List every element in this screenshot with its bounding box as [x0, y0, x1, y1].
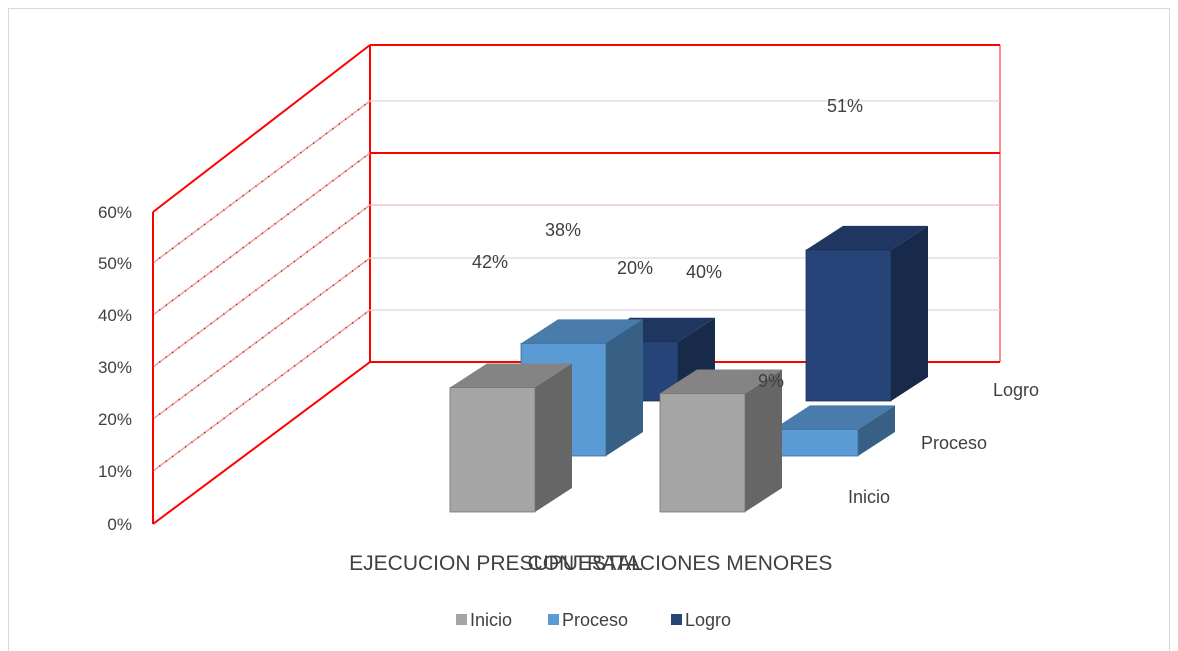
- bar-side-face: [606, 319, 643, 456]
- legend: Inicio Proceso Logro: [456, 610, 731, 630]
- y-tick-label: 30%: [98, 358, 132, 377]
- side-wall-gridline: [152, 204, 371, 368]
- legend-label-proceso: Proceso: [562, 610, 628, 630]
- bar-logro-2: [805, 225, 928, 402]
- depth-axis-label: Inicio: [848, 487, 890, 507]
- data-label: 42%: [472, 252, 508, 272]
- side-wall-top-edge: [152, 44, 371, 213]
- bar-top-face: [450, 363, 572, 388]
- bar-top-face: [806, 225, 928, 250]
- bar-side-face: [745, 369, 782, 512]
- data-labels: 42% 40% 38% 9% 20% 51%: [472, 96, 863, 391]
- data-label: 38%: [545, 220, 581, 240]
- y-axis-ticks: 0% 10% 20% 30% 40% 50% 60%: [98, 203, 132, 534]
- y-tick-label: 10%: [98, 462, 132, 481]
- bar-front-face: [659, 393, 746, 513]
- bar-top-face: [773, 405, 895, 430]
- bar-top-face: [660, 369, 782, 394]
- data-label: 20%: [617, 258, 653, 278]
- legend-label-inicio: Inicio: [470, 610, 512, 630]
- bar-proceso-2: [772, 405, 895, 457]
- side-wall-gridline: [152, 100, 371, 264]
- bar-inicio-2: [659, 369, 782, 513]
- side-wall-gridline: [152, 257, 371, 420]
- chart-walls: [152, 44, 1001, 525]
- bar-inicio-1: [449, 363, 572, 513]
- depth-axis-labels: Inicio Proceso Logro: [848, 380, 1039, 507]
- bars: [449, 225, 928, 513]
- y-tick-label: 60%: [98, 203, 132, 222]
- bar-front-face: [805, 249, 892, 402]
- bar-side-face: [858, 405, 895, 456]
- side-wall-gridline: [152, 152, 371, 316]
- bar-top-face: [521, 319, 643, 344]
- legend-label-logro: Logro: [685, 610, 731, 630]
- legend-swatch-inicio: [456, 614, 467, 625]
- legend-swatch-logro: [671, 614, 682, 625]
- y-tick-label: 40%: [98, 306, 132, 325]
- depth-axis-label: Proceso: [921, 433, 987, 453]
- y-tick-label: 0%: [107, 515, 132, 534]
- side-wall-gridline: [152, 309, 371, 472]
- legend-swatch-proceso: [548, 614, 559, 625]
- data-label: 40%: [686, 262, 722, 282]
- data-label: 51%: [827, 96, 863, 116]
- chart-frame: [8, 8, 1170, 651]
- y-tick-label: 50%: [98, 254, 132, 273]
- bar-side-face: [535, 363, 572, 512]
- bar-front-face: [772, 428, 859, 457]
- bar-side-face: [891, 225, 928, 401]
- y-tick-label: 20%: [98, 410, 132, 429]
- category-label: EJECUCION PRESUPUESTAL: [349, 552, 643, 575]
- bar-front-face: [449, 387, 536, 513]
- depth-axis-label: Logro: [993, 380, 1039, 400]
- category-label: CONTRATACIONES MENORES: [528, 552, 833, 575]
- data-label: 9%: [758, 371, 784, 391]
- floor-left-edge: [152, 361, 371, 525]
